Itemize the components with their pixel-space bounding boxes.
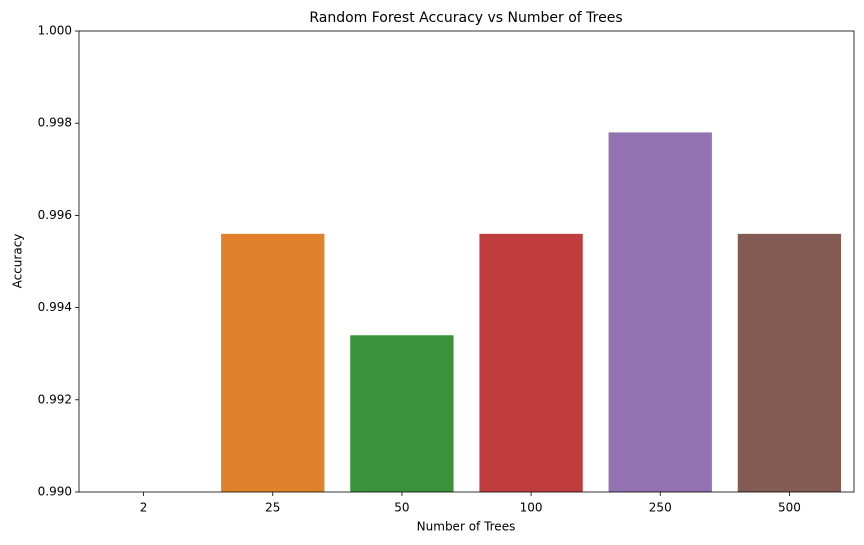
- x-tick-label: 100: [520, 501, 543, 515]
- x-tick-label: 50: [394, 501, 409, 515]
- bar: [221, 233, 325, 492]
- x-tick-label: 25: [265, 501, 280, 515]
- bar: [350, 335, 454, 492]
- y-axis-label: Accuracy: [11, 234, 25, 289]
- y-tick-label: 0.998: [38, 116, 72, 130]
- y-tick-label: 0.994: [38, 300, 72, 314]
- bar: [608, 132, 712, 492]
- x-axis-label: Number of Trees: [417, 520, 516, 534]
- bar: [737, 233, 842, 492]
- y-tick-label: 0.990: [38, 485, 72, 499]
- x-tick-label: 250: [649, 501, 672, 515]
- plot-area: [92, 132, 842, 538]
- x-tick-label: 500: [778, 501, 801, 515]
- bar: [92, 492, 195, 538]
- y-tick-label: 0.992: [38, 392, 72, 406]
- x-tick-label: 2: [140, 501, 148, 515]
- bar: [479, 233, 583, 492]
- y-tick-label: 1.000: [38, 24, 72, 38]
- axes-frame: [78, 30, 855, 493]
- y-tick-label: 0.996: [38, 208, 72, 222]
- chart-title: Random Forest Accuracy vs Number of Tree…: [309, 10, 622, 26]
